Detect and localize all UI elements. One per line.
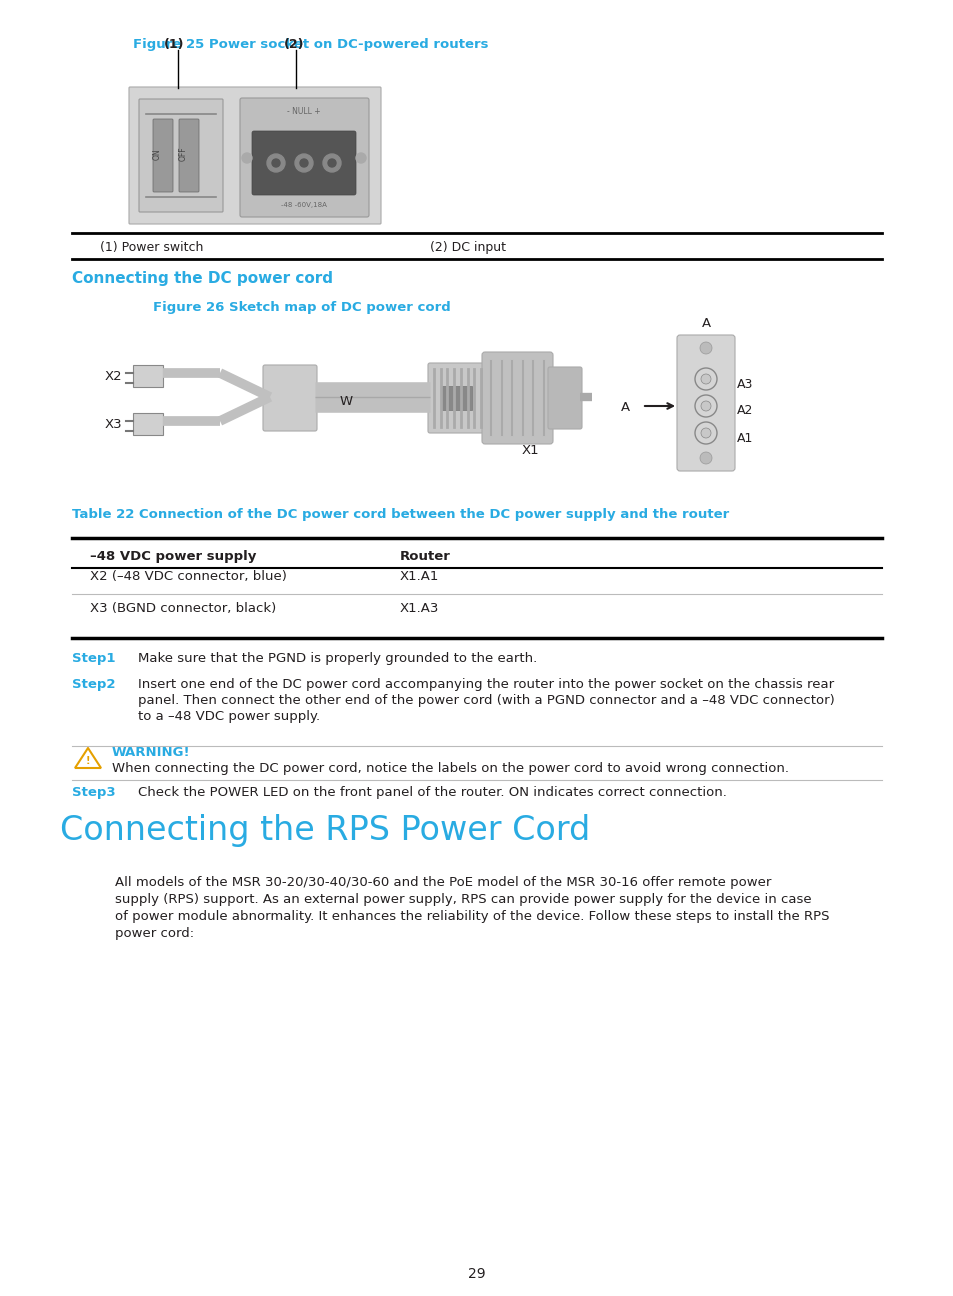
- Text: -48 -60V,18A: -48 -60V,18A: [281, 202, 327, 207]
- Text: (1): (1): [164, 38, 184, 51]
- FancyBboxPatch shape: [677, 334, 734, 470]
- Text: power cord:: power cord:: [115, 927, 193, 940]
- Text: panel. Then connect the other end of the power cord (with a PGND connector and a: panel. Then connect the other end of the…: [138, 693, 834, 708]
- Text: A1: A1: [737, 432, 753, 445]
- FancyBboxPatch shape: [152, 119, 172, 192]
- Text: W: W: [339, 395, 353, 408]
- Circle shape: [267, 154, 285, 172]
- FancyBboxPatch shape: [547, 367, 581, 429]
- FancyBboxPatch shape: [240, 98, 369, 216]
- FancyBboxPatch shape: [139, 98, 223, 213]
- Circle shape: [700, 428, 710, 438]
- Text: X2 (–48 VDC connector, blue): X2 (–48 VDC connector, blue): [90, 570, 287, 583]
- Text: supply (RPS) support. As an external power supply, RPS can provide power supply : supply (RPS) support. As an external pow…: [115, 893, 811, 906]
- Circle shape: [242, 153, 252, 163]
- Text: X1.A1: X1.A1: [399, 570, 439, 583]
- Text: Insert one end of the DC power cord accompanying the router into the power socke: Insert one end of the DC power cord acco…: [138, 678, 833, 691]
- Text: Figure 25 Power socket on DC-powered routers: Figure 25 Power socket on DC-powered rou…: [132, 38, 488, 51]
- FancyBboxPatch shape: [132, 365, 163, 388]
- Text: A: A: [700, 318, 710, 330]
- Text: X2: X2: [105, 369, 123, 384]
- Text: Connecting the DC power cord: Connecting the DC power cord: [71, 271, 333, 286]
- Text: A2: A2: [737, 404, 753, 417]
- Text: X3: X3: [105, 419, 123, 432]
- FancyBboxPatch shape: [132, 413, 163, 435]
- FancyBboxPatch shape: [481, 353, 553, 445]
- Text: A3: A3: [737, 377, 753, 390]
- Text: of power module abnormality. It enhances the reliability of the device. Follow t: of power module abnormality. It enhances…: [115, 910, 828, 923]
- Text: 29: 29: [468, 1267, 485, 1280]
- Text: - NULL +: - NULL +: [287, 108, 320, 117]
- Text: Table 22 Connection of the DC power cord between the DC power supply and the rou: Table 22 Connection of the DC power cord…: [71, 508, 728, 521]
- Text: X1.A3: X1.A3: [399, 603, 439, 616]
- Text: Make sure that the PGND is properly grounded to the earth.: Make sure that the PGND is properly grou…: [138, 652, 537, 665]
- Text: All models of the MSR 30-20/30-40/30-60 and the PoE model of the MSR 30-16 offer: All models of the MSR 30-20/30-40/30-60 …: [115, 876, 771, 889]
- Circle shape: [299, 159, 308, 167]
- Circle shape: [328, 159, 335, 167]
- Circle shape: [700, 452, 711, 464]
- Text: (1) Power switch: (1) Power switch: [100, 241, 203, 254]
- Text: WARNING!: WARNING!: [112, 746, 191, 759]
- Circle shape: [323, 154, 340, 172]
- Text: Step3: Step3: [71, 785, 115, 800]
- Text: Step2: Step2: [71, 678, 115, 691]
- Circle shape: [355, 153, 366, 163]
- FancyBboxPatch shape: [129, 87, 380, 224]
- Text: –48 VDC power supply: –48 VDC power supply: [90, 550, 256, 562]
- Circle shape: [700, 375, 710, 384]
- Text: to a –48 VDC power supply.: to a –48 VDC power supply.: [138, 710, 320, 723]
- Text: Check the POWER LED on the front panel of the router. ON indicates correct conne: Check the POWER LED on the front panel o…: [138, 785, 726, 800]
- Text: Router: Router: [399, 550, 451, 562]
- Text: OFF: OFF: [178, 146, 188, 161]
- Text: (2): (2): [284, 38, 304, 51]
- Circle shape: [700, 342, 711, 354]
- Text: A: A: [620, 400, 629, 413]
- Text: Step1: Step1: [71, 652, 115, 665]
- Text: Figure 26 Sketch map of DC power cord: Figure 26 Sketch map of DC power cord: [152, 301, 450, 314]
- Text: Connecting the RPS Power Cord: Connecting the RPS Power Cord: [60, 814, 590, 848]
- FancyBboxPatch shape: [252, 131, 355, 194]
- Text: X1: X1: [520, 445, 538, 457]
- FancyBboxPatch shape: [428, 363, 486, 433]
- Text: X3 (BGND connector, black): X3 (BGND connector, black): [90, 603, 276, 616]
- Circle shape: [294, 154, 313, 172]
- Text: (2) DC input: (2) DC input: [430, 241, 505, 254]
- Text: ON: ON: [152, 148, 161, 159]
- Text: !: !: [86, 756, 91, 766]
- Circle shape: [700, 400, 710, 411]
- FancyBboxPatch shape: [263, 365, 316, 432]
- FancyBboxPatch shape: [441, 386, 472, 410]
- Text: When connecting the DC power cord, notice the labels on the power cord to avoid : When connecting the DC power cord, notic…: [112, 762, 788, 775]
- FancyBboxPatch shape: [179, 119, 199, 192]
- Circle shape: [272, 159, 280, 167]
